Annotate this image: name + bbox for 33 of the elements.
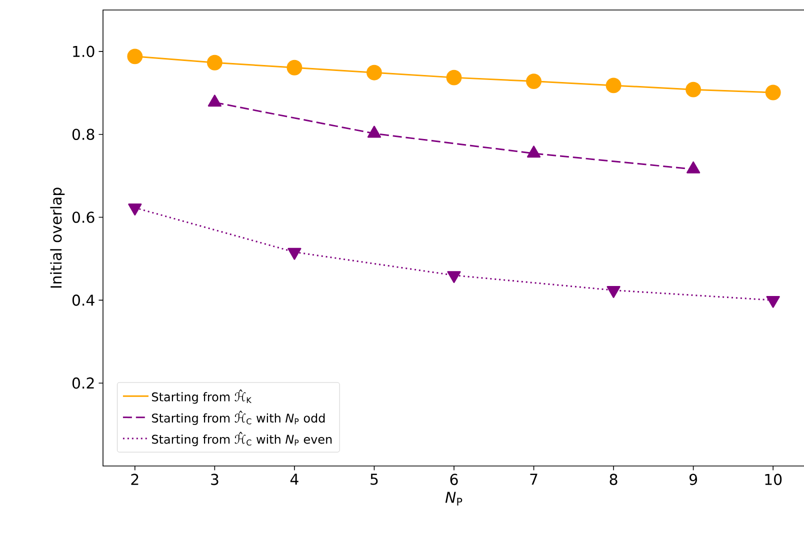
y-axis-title: Initial overlap [50, 188, 65, 288]
point [766, 296, 780, 308]
point [606, 78, 622, 94]
point [447, 271, 461, 284]
x-tick-label: 7 [530, 474, 538, 485]
point [686, 82, 702, 98]
legend-label: Starting from ℋ̂$_{C}$ with N$_{P}$ even [152, 432, 332, 446]
x-tick-label: 4 [290, 474, 298, 485]
legend-label: Starting from ℋ̂$_{C}$ with N$_{P}$ odd [152, 410, 325, 425]
point [446, 70, 462, 86]
point [128, 203, 142, 216]
x-axis-title: N$_{P}$ [445, 492, 462, 506]
point [286, 60, 302, 76]
legend-label: Starting from ℋ̂$_{K}$ [152, 390, 252, 404]
x-tick-label: 9 [690, 474, 698, 486]
x-tick-label: 3 [211, 474, 218, 486]
point [606, 286, 620, 298]
x-tick-label: 6 [450, 474, 458, 486]
point [366, 64, 382, 80]
point [765, 84, 781, 100]
point [526, 74, 542, 90]
y-tick-label: 0.4 [72, 294, 94, 306]
y-tick-label: 0.8 [72, 128, 94, 140]
point [288, 248, 302, 260]
point [127, 48, 143, 64]
y-tick-label: 1.0 [73, 46, 94, 58]
x-tick-label: 5 [370, 474, 378, 485]
x-tick-label: 8 [610, 474, 618, 486]
x-tick-label: 2 [131, 474, 138, 485]
x-tick-label: 10 [765, 474, 782, 486]
point [206, 54, 222, 70]
y-tick-label: 0.6 [72, 212, 94, 223]
y-tick-label: 0.2 [72, 377, 94, 389]
